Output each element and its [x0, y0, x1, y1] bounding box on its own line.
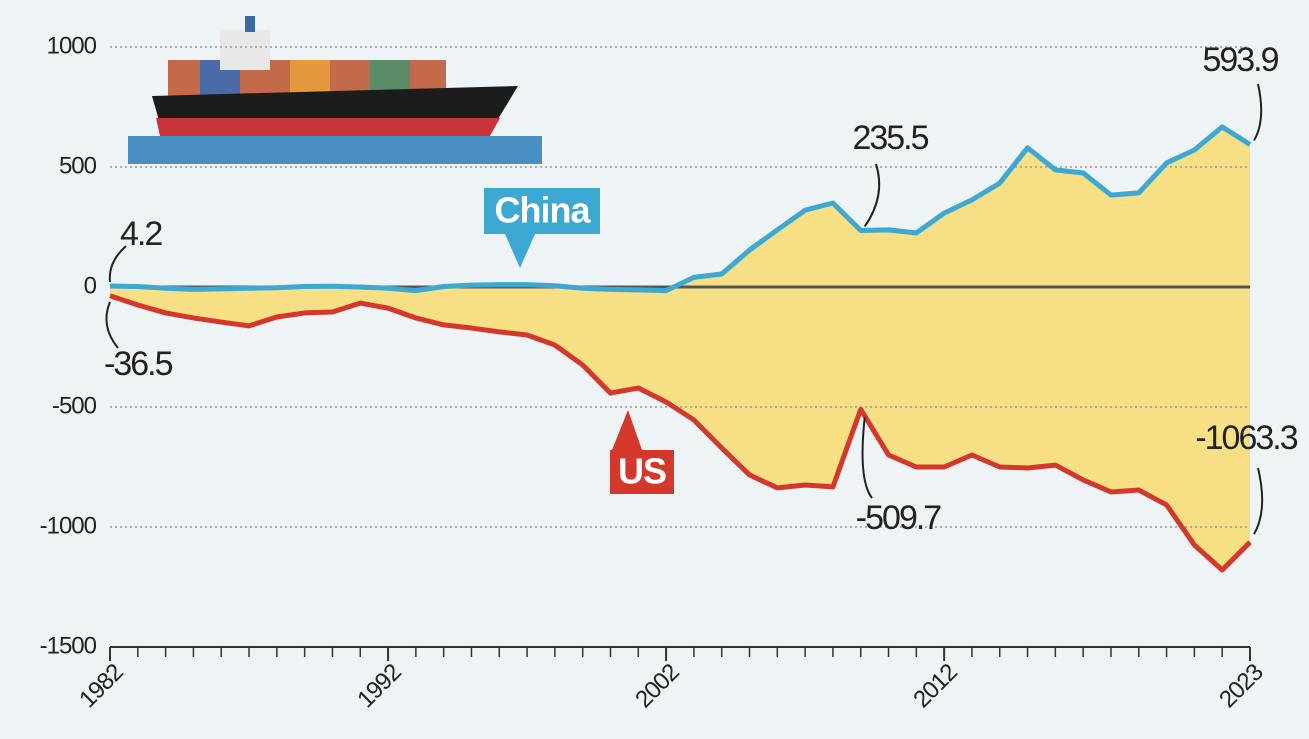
leader-line [108, 245, 127, 283]
series-tag-box [484, 188, 600, 234]
x-tick-label: 2002 [630, 659, 684, 713]
ship-illustration [128, 16, 542, 164]
leader-line [105, 301, 119, 349]
series-tag-pointer [505, 234, 535, 268]
series-line [109, 293, 1252, 573]
x-tick-label: 1982 [74, 659, 128, 713]
y-tick-label: 500 [59, 152, 97, 179]
data-label: 593.9 [1202, 41, 1278, 79]
data-label: -36.5 [104, 345, 173, 383]
leader-line [863, 163, 881, 228]
data-label: 235.5 [852, 119, 928, 157]
leader-line [1253, 83, 1263, 141]
leader-line [861, 417, 873, 499]
leader-line [1253, 467, 1264, 535]
series-tag-label: China [494, 190, 591, 231]
x-tick-label: 1992 [352, 659, 406, 713]
y-tick-label: 1000 [47, 32, 97, 59]
y-tick-label: -1000 [40, 512, 97, 539]
y-tick-label: -500 [52, 392, 97, 419]
gap-area [110, 126, 1250, 570]
data-label: -509.7 [856, 499, 941, 537]
series-tag-label: US [618, 451, 666, 492]
series-tag-pointer [612, 410, 642, 450]
series-line [109, 124, 1252, 294]
x-tick-label: 2012 [908, 659, 962, 713]
series-tag-box [610, 450, 674, 494]
data-label: 4.2 [120, 215, 162, 253]
y-tick-label: 0 [84, 272, 97, 299]
y-tick-label: -1500 [40, 632, 97, 659]
data-label: -1063.3 [1195, 419, 1297, 457]
x-tick-label: 2023 [1214, 659, 1268, 713]
